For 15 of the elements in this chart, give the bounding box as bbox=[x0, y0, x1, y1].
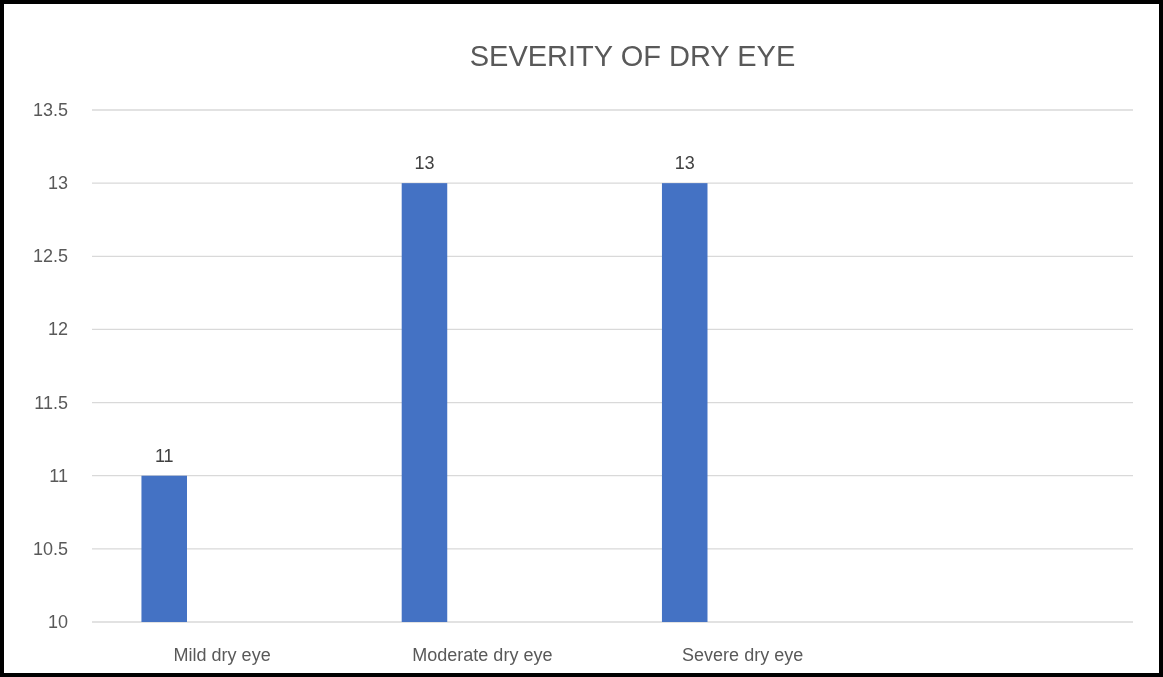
y-tick-label: 12 bbox=[47, 319, 68, 340]
y-tick-label: 11 bbox=[49, 465, 68, 486]
x-tick-label: Moderate dry eye bbox=[412, 645, 553, 665]
y-tick-label: 10.5 bbox=[32, 538, 68, 559]
chart-title: SEVERITY OF DRY EYE bbox=[469, 40, 796, 72]
data-label: 13 bbox=[414, 153, 435, 174]
y-tick-label: 13 bbox=[47, 173, 68, 194]
y-tick-label: 13.5 bbox=[32, 100, 68, 120]
y-tick-label: 12.5 bbox=[32, 246, 68, 267]
x-tick-label: Mild dry eye bbox=[173, 645, 271, 665]
data-label: 11 bbox=[154, 445, 174, 466]
y-tick-label: 10 bbox=[47, 612, 68, 632]
x-tick-label: Severe dry eye bbox=[682, 645, 804, 665]
y-tick-label: 11.5 bbox=[34, 392, 68, 413]
data-label: 13 bbox=[674, 153, 695, 174]
